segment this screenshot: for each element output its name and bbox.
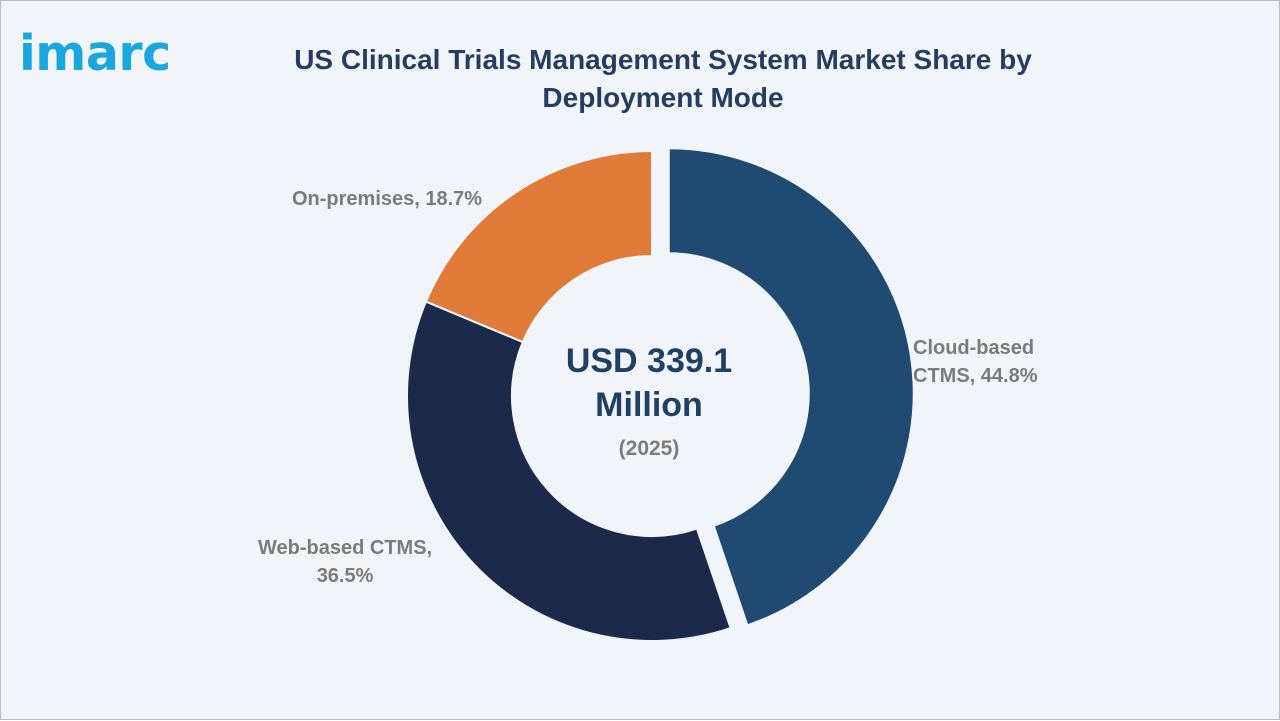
cloud-based-ctms-label-line-2: CTMS, 44.8% (913, 365, 1038, 387)
cloud-based-ctms-label-line-1: Cloud-based (913, 337, 1035, 359)
cloud-based-ctms-label: Cloud-based CTMS, 44.8% (913, 334, 1037, 390)
web-based-ctms-label-line-1: Web-based CTMS, (258, 537, 433, 559)
on-premises-slice (424, 149, 653, 344)
cloud-based-ctms-slice (667, 147, 915, 627)
web-based-ctms-slice (406, 300, 732, 642)
imarc-logo: imarc (19, 25, 171, 82)
chart-title: US Clinical Trials Management System Mar… (294, 44, 1032, 113)
on-premises-label: On-premises, 18.7% (292, 185, 482, 213)
web-based-ctms-label: Web-based CTMS, 36.5% (258, 534, 432, 590)
web-based-ctms-label-line-2: 36.5% (316, 565, 374, 587)
on-premises-label-text: On-premises, 18.7% (292, 188, 483, 210)
market-size-year: (2025) (618, 437, 680, 460)
market-size-value: USD 339.1 Million (565, 342, 733, 424)
